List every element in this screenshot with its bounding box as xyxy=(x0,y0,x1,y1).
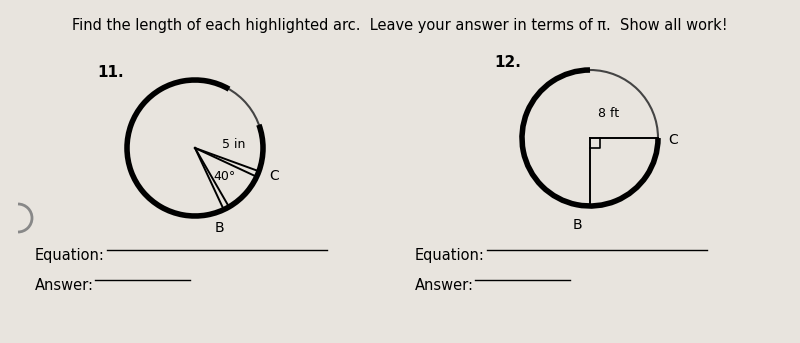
Text: Equation:: Equation: xyxy=(415,248,485,263)
Text: 40°: 40° xyxy=(213,170,235,183)
Text: C: C xyxy=(269,169,278,183)
Text: 12.: 12. xyxy=(494,55,521,70)
Text: 5 in: 5 in xyxy=(222,138,246,151)
Text: Answer:: Answer: xyxy=(35,278,94,293)
Text: Find the length of each highlighted arc.  Leave your answer in terms of π.  Show: Find the length of each highlighted arc.… xyxy=(72,18,728,33)
Text: 8 ft: 8 ft xyxy=(598,107,619,120)
Text: B: B xyxy=(572,218,582,232)
Text: C: C xyxy=(668,133,678,147)
Text: B: B xyxy=(214,221,224,235)
Text: 11.: 11. xyxy=(97,65,124,80)
Text: Equation:: Equation: xyxy=(35,248,105,263)
Text: Answer:: Answer: xyxy=(415,278,474,293)
